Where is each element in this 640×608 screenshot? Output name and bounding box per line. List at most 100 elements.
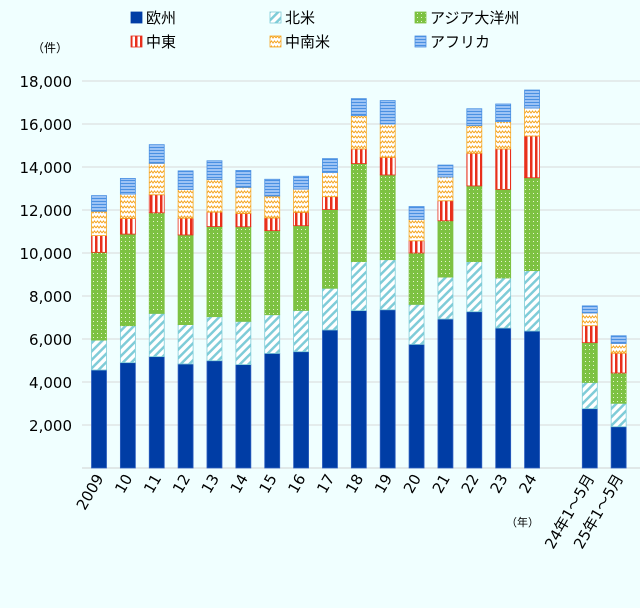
bar-segment-4 (408, 219, 425, 242)
bar-stack-24年1～5月 (581, 305, 598, 469)
bar-segment-5 (408, 206, 425, 220)
bar-segment-2 (119, 233, 136, 327)
bar-segment-0 (437, 318, 454, 469)
bar-segment-5 (524, 89, 540, 109)
legend-item: 北米 (269, 9, 315, 27)
bar-segment-0 (610, 426, 627, 469)
x-tick-label: 16 (284, 471, 309, 497)
legend-swatch (269, 35, 282, 48)
bar-segment-2 (264, 230, 281, 316)
x-tick-label: 17 (313, 471, 338, 497)
legend-swatch (269, 11, 282, 24)
legend-label: アジア大洋州 (430, 9, 519, 27)
bar-segment-4 (177, 189, 194, 219)
bar-stack-16 (293, 175, 309, 469)
bar-segment-1 (466, 261, 483, 313)
bar-segment-0 (293, 351, 309, 469)
bar-segment-3 (235, 213, 252, 228)
bar-segment-0 (148, 356, 165, 469)
bar-segment-2 (235, 226, 252, 322)
bar-segment-4 (91, 210, 107, 236)
bar-segment-5 (495, 103, 512, 123)
bar-segment-0 (235, 364, 252, 469)
bar-segment-1 (119, 325, 136, 364)
legend-label: 中東 (146, 33, 176, 51)
bar-segment-5 (581, 305, 598, 314)
bar-segment-0 (379, 309, 396, 469)
bar-segment-2 (524, 177, 540, 272)
y-tick-label: 6,000 (29, 331, 72, 349)
bar-segment-2 (408, 252, 425, 305)
y-tick-label: 12,000 (20, 202, 73, 220)
bar-segment-4 (437, 176, 454, 202)
y-tick-label: 18,000 (20, 73, 73, 91)
x-tick-label: 20 (400, 471, 425, 497)
bar-segment-2 (177, 234, 194, 325)
bar-segment-4 (235, 187, 252, 214)
bar-segment-2 (379, 174, 396, 261)
y-tick-label: 2,000 (29, 417, 72, 435)
bar-segment-1 (91, 339, 107, 371)
bar-segment-4 (495, 121, 512, 150)
x-tick-label: 22 (458, 471, 483, 497)
bar-segment-1 (581, 382, 598, 410)
bar-stack-23 (495, 103, 512, 469)
bar-segment-1 (495, 277, 512, 329)
x-tick-label: 15 (256, 471, 281, 497)
bar-stack-2009 (91, 195, 107, 469)
bar-segment-4 (322, 172, 338, 198)
bar-stack-21 (437, 164, 454, 469)
bar-segment-5 (466, 108, 483, 126)
bar-segment-5 (293, 175, 309, 190)
bar-segment-3 (293, 211, 309, 227)
bar-stack-12 (177, 170, 194, 469)
bar-segment-2 (293, 225, 309, 311)
x-tick-label: 2009 (73, 471, 108, 513)
x-tick-label: 13 (198, 471, 223, 497)
bar-segment-4 (148, 162, 165, 196)
legend-label: アフリカ (430, 33, 490, 51)
bar-segment-0 (206, 360, 223, 469)
bar-segment-0 (581, 408, 598, 469)
bar-segment-5 (350, 98, 367, 117)
bar-segment-5 (610, 335, 627, 344)
x-tick-label: 14 (227, 471, 252, 497)
x-tick-label: 18 (342, 471, 367, 497)
bar-segment-0 (408, 343, 425, 469)
bar-segment-3 (437, 200, 454, 222)
y-tick-label: 4,000 (29, 374, 72, 392)
bar-segment-0 (466, 311, 483, 469)
bar-segment-4 (119, 193, 136, 219)
bar-segment-5 (177, 170, 194, 190)
bar-segment-5 (148, 144, 165, 164)
bar-segment-3 (206, 211, 223, 227)
bar-segment-4 (524, 107, 540, 137)
bar-segment-1 (379, 259, 396, 311)
bar-segment-2 (206, 226, 223, 318)
bar-segment-4 (466, 125, 483, 154)
legend-item: アジア大洋州 (414, 9, 519, 27)
x-tick-label: 24 (515, 471, 540, 497)
legend-label: 欧州 (146, 9, 176, 27)
bar-segment-3 (264, 217, 281, 232)
y-tick-label: 8,000 (29, 288, 72, 306)
bar-stack-15 (264, 178, 281, 469)
y-tick-label: 10,000 (20, 245, 73, 263)
bar-segment-5 (206, 160, 223, 180)
bar-segment-3 (322, 196, 338, 210)
bar-stack-14 (235, 170, 252, 469)
bar-stack-17 (322, 158, 338, 469)
bar-segment-0 (322, 329, 338, 469)
bar-segment-1 (206, 316, 223, 362)
x-tick-label: 10 (111, 471, 136, 497)
bar-segment-2 (437, 220, 454, 278)
bar-stack-25年1～5月 (610, 335, 627, 469)
bar-segment-0 (350, 310, 367, 469)
x-tick-label: 12 (169, 471, 194, 497)
bar-segment-0 (264, 353, 281, 469)
x-tick-label: 23 (487, 471, 512, 497)
bar-stack-11 (148, 144, 165, 469)
y-tick-label: 14,000 (20, 159, 73, 177)
bar-stack-24 (524, 89, 540, 469)
